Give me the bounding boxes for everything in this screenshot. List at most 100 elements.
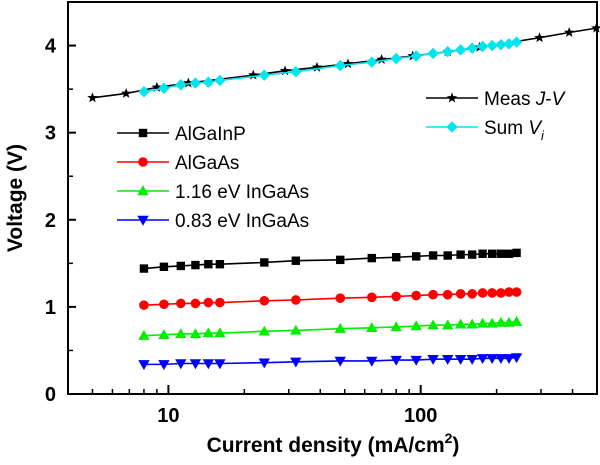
data-point-sum-v-i [202, 76, 215, 88]
data-point-meas-j-v [534, 32, 545, 43]
data-point-sum-v-i [410, 50, 422, 62]
ticks-layer: 0 1 2 3 4 10 100 [45, 36, 598, 427]
data-point-0-83-ev-ingaas [334, 356, 346, 367]
legend-label: Sum Vi [484, 118, 545, 143]
data-point-algaas [455, 289, 466, 299]
data-point-1-16-ev-ingaas [442, 319, 454, 330]
data-point-1-16-ev-ingaas [495, 316, 507, 327]
legend-layer: AlGaInP AlGaAs 1.16 eV InGaAs 0.83 eV InGaA… [117, 89, 567, 232]
data-point-sum-v-i [503, 38, 515, 50]
data-point-sum-v-i [175, 79, 187, 91]
legend-marker-sum-v-i [446, 121, 458, 133]
data-point-algaas [467, 289, 477, 299]
data-point-1-16-ev-ingaas [390, 321, 402, 332]
y-tick-label: 0 [45, 384, 56, 406]
data-point-algainp [456, 250, 465, 259]
legend-entry-sum-v-i: Sum Vi [426, 118, 545, 143]
data-point-algaas [215, 297, 225, 308]
legend-marker-0-83-ev-ingaas [137, 215, 149, 226]
data-point-1-16-ev-ingaas [189, 328, 202, 339]
data-point-algainp [291, 256, 301, 265]
data-point-algainp [159, 262, 169, 272]
data-point-1-16-ev-ingaas [476, 317, 489, 328]
data-point-0-83-ev-ingaas [290, 357, 302, 368]
plot-frame [67, 1, 598, 395]
data-point-meas-j-v [342, 58, 354, 69]
data-point-meas-j-v [376, 53, 387, 64]
legend-label: 0.83 eV InGaAs [175, 211, 309, 232]
y-axis-title: Voltage (V) [4, 144, 27, 252]
data-point-sum-v-i [486, 39, 498, 52]
data-point-algaas [335, 293, 346, 303]
data-point-sum-v-i [334, 59, 346, 72]
data-point-0-83-ev-ingaas [258, 358, 271, 369]
data-point-meas-j-v [87, 92, 98, 103]
data-point-meas-j-v [311, 61, 323, 72]
data-point-meas-j-v [279, 65, 291, 76]
data-point-algainp [496, 249, 506, 258]
data-point-algainp [478, 249, 487, 258]
data-point-0-83-ev-ingaas [454, 354, 467, 365]
data-point-algaas [139, 300, 149, 310]
legend-entry-0-83-ev-ingaas: 0.83 eV InGaAs [117, 211, 309, 232]
legend-label: AlGaInP [175, 124, 246, 145]
data-point-0-83-ev-ingaas [466, 354, 478, 365]
data-point-0-83-ev-ingaas [486, 354, 498, 364]
data-point-meas-j-v [151, 81, 163, 92]
data-point-1-16-ev-ingaas [334, 322, 346, 333]
data-point-0-83-ev-ingaas [510, 353, 523, 364]
data-point-0-83-ev-ingaas [427, 354, 439, 365]
data-point-meas-j-v [120, 87, 132, 98]
data-point-0-83-ev-ingaas [214, 359, 226, 370]
data-point-1-16-ev-ingaas [366, 322, 378, 332]
data-point-1-16-ev-ingaas [427, 319, 439, 330]
x-tick-label: 10 [157, 405, 179, 427]
data-point-algainp [392, 253, 401, 262]
legend-totals: Meas J-V Sum Vi [426, 89, 567, 143]
data-point-meas-j-v [248, 69, 259, 80]
data-point-0-83-ev-ingaas [175, 359, 187, 370]
data-point-0-83-ev-ingaas [442, 354, 454, 365]
y-tick-label: 4 [45, 36, 57, 58]
data-point-algainp [512, 248, 521, 258]
legend-marker-algainp [138, 128, 148, 138]
data-point-sum-v-i [214, 74, 226, 87]
data-point-meas-j-v [591, 22, 600, 33]
data-point-0-83-ev-ingaas [366, 356, 378, 367]
data-point-sum-v-i [290, 65, 302, 78]
data-point-algaas [366, 292, 377, 303]
data-point-1-16-ev-ingaas [214, 327, 226, 338]
data-point-algaas [496, 288, 506, 298]
data-point-0-83-ev-ingaas [495, 354, 507, 364]
data-point-0-83-ev-ingaas [410, 355, 422, 366]
data-point-0-83-ev-ingaas [158, 360, 170, 371]
data-point-algainp [428, 251, 438, 260]
data-point-1-16-ev-ingaas [510, 315, 523, 326]
data-point-algaas [291, 295, 301, 305]
data-point-sum-v-i [366, 56, 378, 68]
series-algaas [139, 287, 522, 310]
series-algainp [139, 248, 521, 273]
legend-label: Meas J-V [484, 89, 567, 110]
data-point-algaas [259, 295, 270, 306]
data-point-sum-v-i [476, 40, 489, 53]
data-point-1-16-ev-ingaas [258, 325, 271, 336]
series-0-83-ev-ingaas [138, 353, 523, 371]
data-point-algaas [190, 298, 201, 309]
data-point-algainp [487, 249, 497, 258]
data-point-sum-v-i [258, 69, 271, 81]
data-point-algaas [159, 299, 169, 310]
data-point-sum-v-i [442, 45, 454, 58]
data-point-0-83-ev-ingaas [202, 359, 215, 370]
data-point-1-16-ev-ingaas [454, 318, 467, 329]
data-point-sum-v-i [466, 42, 478, 54]
data-point-algainp [139, 264, 149, 273]
data-point-0-83-ev-ingaas [138, 360, 150, 371]
data-point-0-83-ev-ingaas [189, 359, 202, 370]
series-layer [87, 22, 600, 371]
legend-entry-algaas: AlGaAs [117, 153, 239, 174]
data-point-0-83-ev-ingaas [476, 354, 489, 364]
data-point-algaas [477, 288, 488, 298]
data-point-algaas [176, 298, 186, 309]
data-point-algainp [215, 260, 225, 269]
